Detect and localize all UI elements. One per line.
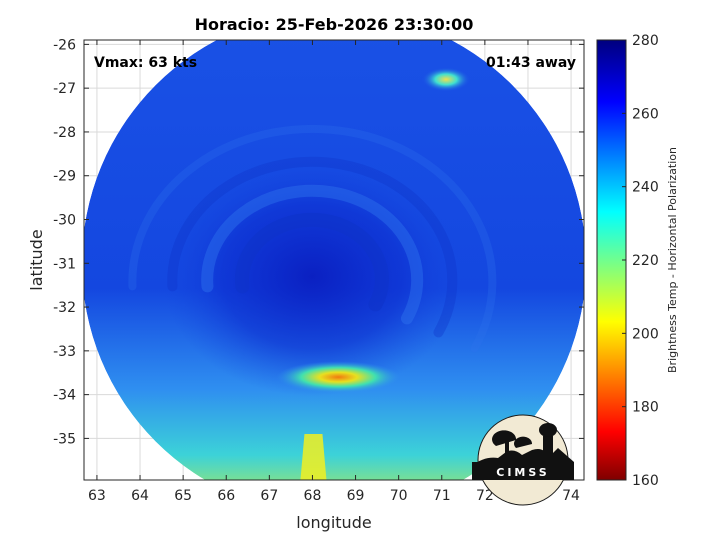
- y-tick-label: -33: [53, 344, 76, 360]
- x-axis-label: longitude: [296, 513, 371, 532]
- cimss-logo: CIMSS: [472, 414, 574, 506]
- spiral-band: [128, 124, 497, 353]
- colorbar-ticks: 160 180 200 220 240 260 280: [622, 33, 659, 489]
- colorbar-tick-label: 220: [632, 253, 659, 269]
- x-tick-label: 74: [562, 488, 580, 504]
- vmax-annotation: Vmax: 63 kts: [94, 55, 197, 71]
- storm-core: [162, 156, 463, 397]
- x-tick-label: 70: [390, 488, 408, 504]
- y-tick-label: -27: [53, 81, 76, 97]
- colorbar-tick-label: 160: [632, 473, 659, 489]
- cimss-logo-text: CIMSS: [496, 466, 549, 479]
- y-tick-label: -34: [53, 388, 76, 404]
- spiral-band: [234, 212, 389, 312]
- time-away-annotation: 01:43 away: [486, 55, 576, 71]
- x-tick-label: 72: [476, 488, 494, 504]
- x-tick-label: 71: [433, 488, 451, 504]
- y-tick-label: -26: [53, 37, 76, 53]
- x-tick-label: 68: [304, 488, 322, 504]
- chart-title: Horacio: 25-Feb-2026 23:30:00: [195, 15, 474, 34]
- warm-band: [276, 361, 401, 394]
- spiral-band: [167, 156, 458, 338]
- y-tick-label: -30: [53, 213, 76, 229]
- spiral-bands: [128, 124, 497, 353]
- y-tick-label: -35: [53, 431, 76, 447]
- y-tick-label: -32: [53, 300, 76, 316]
- y-tick-label: -31: [53, 256, 76, 272]
- southern-streak: [300, 434, 327, 480]
- colorbar-tick-label: 200: [632, 326, 659, 342]
- colorbar-tick-label: 180: [632, 400, 659, 416]
- colorbar-tick-label: 260: [632, 106, 659, 122]
- x-tick-label: 69: [347, 488, 365, 504]
- colorbar-tick-label: 280: [632, 33, 659, 49]
- colorbar-label: Brightness Temp - Horizontal Polarizatio…: [666, 147, 679, 373]
- plot-frame: [83, 39, 585, 481]
- x-tick-label: 67: [260, 488, 278, 504]
- x-tick-label: 63: [88, 488, 106, 504]
- spiral-band: [201, 184, 424, 325]
- swath-image: [84, 40, 584, 480]
- colorbar-tick-label: 240: [632, 180, 659, 196]
- y-axis-label: latitude: [27, 229, 46, 290]
- warm-spot: [422, 67, 471, 92]
- x-tick-label: 65: [174, 488, 192, 504]
- x-tick-label: 66: [217, 488, 235, 504]
- y-axis: -26 -27 -28 -29 -30 -31 -32 -33 -34 -35: [53, 37, 584, 447]
- y-tick-label: -29: [53, 169, 76, 185]
- x-axis: 636465666768697071727374: [88, 40, 580, 504]
- x-tick-label: 64: [131, 488, 149, 504]
- colorbar: [596, 39, 627, 481]
- y-tick-label: -28: [53, 125, 76, 141]
